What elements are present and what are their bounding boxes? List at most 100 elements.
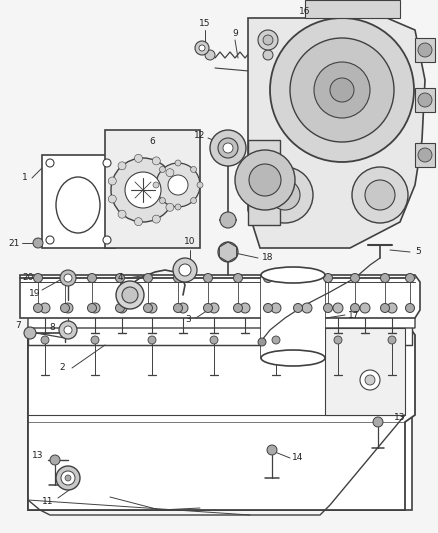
Circle shape — [365, 180, 395, 210]
Circle shape — [324, 303, 332, 312]
Circle shape — [264, 303, 272, 312]
Circle shape — [388, 336, 396, 344]
Circle shape — [210, 130, 246, 166]
Circle shape — [173, 258, 197, 282]
Circle shape — [223, 143, 233, 153]
Circle shape — [56, 466, 80, 490]
Circle shape — [220, 212, 236, 228]
Circle shape — [406, 273, 414, 282]
Text: 20: 20 — [22, 273, 34, 282]
Ellipse shape — [261, 350, 325, 366]
Text: 10: 10 — [184, 238, 196, 246]
Circle shape — [88, 303, 96, 312]
Circle shape — [263, 35, 273, 45]
Text: 8: 8 — [49, 324, 55, 333]
Circle shape — [293, 303, 303, 312]
Circle shape — [159, 198, 166, 204]
Circle shape — [108, 177, 117, 185]
Circle shape — [263, 50, 273, 60]
Circle shape — [103, 236, 111, 244]
Circle shape — [111, 158, 175, 222]
Circle shape — [179, 264, 191, 276]
Circle shape — [270, 180, 300, 210]
Circle shape — [168, 175, 188, 195]
Circle shape — [116, 303, 124, 312]
Bar — [415, 88, 435, 112]
Circle shape — [350, 273, 360, 282]
Circle shape — [116, 281, 144, 309]
Circle shape — [118, 210, 126, 218]
Circle shape — [153, 182, 159, 188]
Text: 11: 11 — [42, 497, 54, 506]
Circle shape — [175, 160, 181, 166]
Circle shape — [209, 303, 219, 313]
Circle shape — [197, 182, 203, 188]
Circle shape — [24, 327, 36, 339]
Text: 6: 6 — [149, 138, 155, 147]
Ellipse shape — [261, 267, 325, 283]
Bar — [305, 0, 400, 18]
Circle shape — [381, 273, 389, 282]
Circle shape — [144, 273, 152, 282]
Circle shape — [41, 336, 49, 344]
Circle shape — [235, 150, 295, 210]
Circle shape — [324, 273, 332, 282]
Text: 13: 13 — [394, 414, 406, 423]
Circle shape — [334, 336, 342, 344]
Circle shape — [205, 50, 215, 60]
Circle shape — [191, 198, 197, 204]
Circle shape — [330, 78, 354, 102]
Circle shape — [152, 215, 160, 223]
Circle shape — [148, 336, 156, 344]
Circle shape — [406, 303, 414, 312]
Circle shape — [134, 155, 142, 163]
Circle shape — [233, 273, 243, 282]
Text: 5: 5 — [415, 247, 421, 256]
Circle shape — [257, 167, 313, 223]
Text: 15: 15 — [199, 19, 211, 28]
Text: 16: 16 — [299, 7, 311, 17]
Circle shape — [64, 326, 72, 334]
Circle shape — [46, 236, 54, 244]
Text: 7: 7 — [15, 320, 21, 329]
Polygon shape — [105, 130, 200, 248]
Circle shape — [40, 303, 50, 313]
Circle shape — [166, 169, 174, 177]
Circle shape — [191, 166, 197, 173]
Circle shape — [64, 274, 72, 282]
Text: 17: 17 — [348, 311, 360, 319]
Circle shape — [381, 303, 389, 312]
Circle shape — [218, 138, 238, 158]
Polygon shape — [20, 275, 420, 318]
Circle shape — [46, 159, 54, 167]
Circle shape — [418, 148, 432, 162]
Circle shape — [173, 273, 183, 282]
Polygon shape — [248, 12, 425, 248]
Text: 13: 13 — [32, 450, 44, 459]
Circle shape — [365, 375, 375, 385]
Text: 12: 12 — [194, 131, 206, 140]
Circle shape — [147, 303, 157, 313]
Circle shape — [134, 217, 142, 225]
Ellipse shape — [56, 177, 100, 233]
Circle shape — [218, 242, 238, 262]
Circle shape — [118, 162, 126, 170]
Circle shape — [166, 203, 174, 211]
Circle shape — [63, 303, 73, 313]
Circle shape — [60, 273, 70, 282]
Circle shape — [33, 238, 43, 248]
Polygon shape — [325, 328, 405, 415]
Text: 14: 14 — [292, 454, 304, 463]
Text: 1: 1 — [22, 174, 28, 182]
Circle shape — [60, 303, 70, 312]
Text: 4: 4 — [117, 273, 123, 282]
Circle shape — [199, 45, 205, 51]
Circle shape — [173, 303, 183, 312]
Circle shape — [387, 303, 397, 313]
Circle shape — [267, 445, 277, 455]
Circle shape — [350, 303, 360, 312]
Text: 2: 2 — [59, 364, 65, 373]
Circle shape — [240, 303, 250, 313]
Circle shape — [195, 41, 209, 55]
Circle shape — [418, 93, 432, 107]
